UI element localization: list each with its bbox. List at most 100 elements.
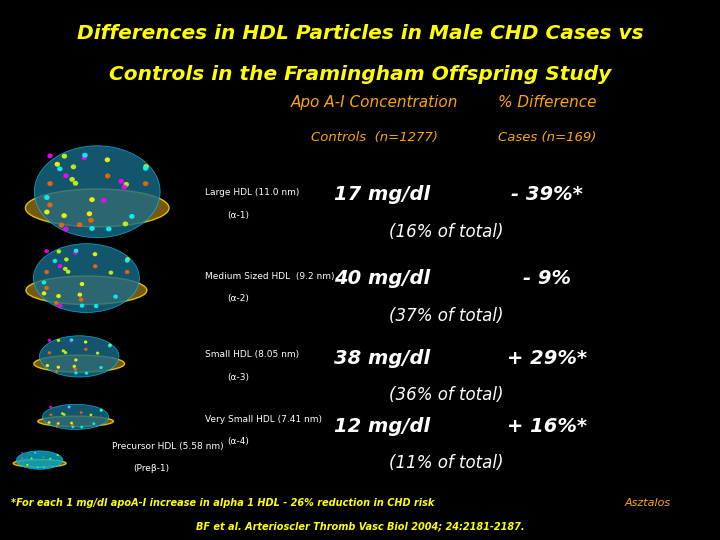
Ellipse shape [54,301,58,305]
Ellipse shape [74,372,78,375]
Ellipse shape [62,154,67,159]
Ellipse shape [49,458,51,460]
Ellipse shape [17,451,63,469]
Ellipse shape [40,336,119,377]
Ellipse shape [48,153,53,158]
Ellipse shape [69,177,75,182]
Ellipse shape [93,264,97,268]
Ellipse shape [56,294,61,298]
Ellipse shape [55,162,60,167]
Ellipse shape [45,270,49,274]
Ellipse shape [21,452,23,454]
Ellipse shape [58,304,63,308]
Ellipse shape [89,414,92,416]
Ellipse shape [48,421,50,424]
Ellipse shape [94,304,99,308]
Ellipse shape [73,365,76,368]
Text: 12 mg/dl: 12 mg/dl [333,417,430,436]
Ellipse shape [57,422,60,425]
Ellipse shape [125,259,130,262]
Ellipse shape [63,227,68,232]
Ellipse shape [101,198,107,203]
Ellipse shape [109,271,113,275]
Text: (α-1): (α-1) [227,211,249,220]
Text: Large HDL (11.0 nm): Large HDL (11.0 nm) [205,188,300,197]
Text: (16% of total): (16% of total) [389,223,504,241]
Ellipse shape [143,164,149,169]
Ellipse shape [68,406,71,408]
Ellipse shape [86,211,92,216]
Ellipse shape [80,426,83,428]
Ellipse shape [93,252,97,256]
Text: Differences in HDL Particles in Male CHD Cases vs: Differences in HDL Particles in Male CHD… [77,24,643,43]
Ellipse shape [99,409,102,412]
Text: 17 mg/dl: 17 mg/dl [333,185,430,204]
Text: BF et al. Arterioscler Thromb Vasc Biol 2004; 24:2181-2187.: BF et al. Arterioscler Thromb Vasc Biol … [196,522,524,531]
Ellipse shape [73,251,78,255]
Ellipse shape [67,406,70,409]
Ellipse shape [80,411,83,414]
Text: Asztalos: Asztalos [625,498,671,508]
Text: Cases (n=169): Cases (n=169) [498,131,596,144]
Ellipse shape [42,456,45,458]
Ellipse shape [74,248,78,253]
Text: (α-4): (α-4) [227,437,248,447]
Ellipse shape [73,368,77,371]
Ellipse shape [35,146,160,238]
Ellipse shape [63,173,68,178]
Text: Controls  (n=1277): Controls (n=1277) [311,131,438,144]
Text: *For each 1 mg/dl apoA-I increase in alpha 1 HDL - 26% reduction in CHD risk: *For each 1 mg/dl apoA-I increase in alp… [11,498,434,508]
Ellipse shape [118,179,124,184]
Text: (37% of total): (37% of total) [389,307,504,325]
Ellipse shape [37,467,39,468]
Text: - 9%: - 9% [523,268,571,288]
Ellipse shape [45,249,49,253]
Ellipse shape [108,343,112,347]
Ellipse shape [89,218,94,222]
Text: Small HDL (8.05 nm): Small HDL (8.05 nm) [205,350,300,359]
Ellipse shape [78,293,82,297]
Ellipse shape [99,366,103,369]
Text: Medium Sized HDL  (9.2 nm): Medium Sized HDL (9.2 nm) [205,272,335,281]
Text: Precursor HDL (5.58 nm): Precursor HDL (5.58 nm) [112,442,223,451]
Ellipse shape [48,181,53,186]
Ellipse shape [71,426,74,428]
Ellipse shape [33,244,140,313]
Ellipse shape [44,195,50,200]
Ellipse shape [55,370,58,373]
Ellipse shape [125,270,130,274]
Ellipse shape [124,182,129,187]
Ellipse shape [48,202,53,207]
Ellipse shape [57,166,63,171]
Ellipse shape [21,457,23,460]
Ellipse shape [26,276,147,305]
Ellipse shape [105,173,110,178]
Ellipse shape [44,210,50,214]
Text: Apo A-I Concentration: Apo A-I Concentration [291,95,458,110]
Ellipse shape [64,351,67,354]
Ellipse shape [64,258,68,261]
Ellipse shape [70,339,73,341]
Ellipse shape [96,352,99,355]
Ellipse shape [100,409,103,411]
Ellipse shape [37,416,114,427]
Ellipse shape [42,291,46,295]
Ellipse shape [70,422,73,424]
Ellipse shape [13,460,66,467]
Ellipse shape [104,157,110,162]
Ellipse shape [57,454,58,456]
Text: + 16%*: + 16%* [507,417,588,436]
Ellipse shape [122,185,127,190]
Ellipse shape [125,257,130,261]
Ellipse shape [61,213,67,218]
Ellipse shape [71,164,76,170]
Ellipse shape [143,166,148,171]
Ellipse shape [69,340,73,342]
Ellipse shape [89,226,95,231]
Ellipse shape [48,339,51,342]
Ellipse shape [57,339,60,342]
Text: % Difference: % Difference [498,95,596,110]
Text: (α-2): (α-2) [227,294,248,303]
Text: 40 mg/dl: 40 mg/dl [333,268,430,288]
Ellipse shape [63,413,66,416]
